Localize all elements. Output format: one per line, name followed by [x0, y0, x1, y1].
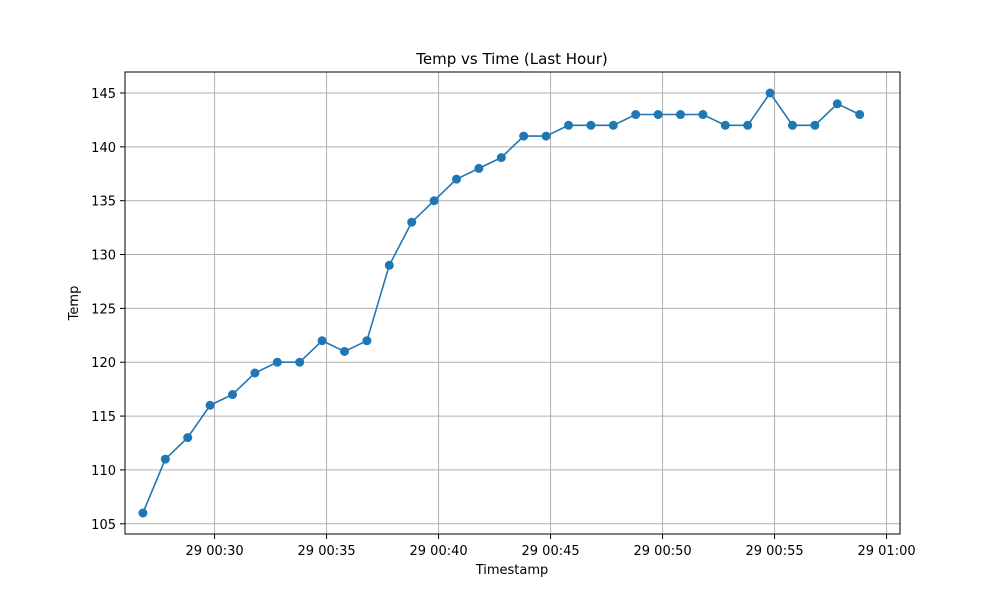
y-tick-label: 145 [91, 87, 116, 102]
data-point [183, 433, 193, 443]
data-point [608, 120, 618, 130]
data-point [362, 336, 372, 346]
x-tick-label: 29 00:45 [522, 544, 580, 559]
data-point [452, 174, 462, 184]
data-point [743, 120, 753, 130]
data-point [228, 390, 238, 400]
data-point [653, 110, 663, 120]
chart-title: Temp vs Time (Last Hour) [415, 50, 608, 68]
data-point [429, 196, 439, 206]
y-tick-label: 140 [91, 141, 116, 156]
data-point [519, 131, 529, 141]
data-point [832, 99, 842, 109]
data-point [205, 400, 215, 410]
x-tick-label: 29 00:55 [745, 544, 803, 559]
data-point [250, 368, 260, 378]
y-tick-label: 135 [91, 195, 116, 210]
data-point [407, 217, 417, 227]
data-point [160, 454, 170, 464]
data-point [787, 120, 797, 130]
x-tick-label: 29 00:30 [186, 544, 244, 559]
data-point [720, 120, 730, 130]
x-tick-label: 29 00:50 [634, 544, 692, 559]
axis-ticks: 29 00:30 29 00:35 29 00:40 29 00:45 29 00:50… [91, 87, 915, 559]
data-point [138, 508, 148, 518]
data-point [541, 131, 551, 141]
data-point [496, 153, 506, 163]
data-point [698, 110, 708, 120]
y-tick-label: 105 [91, 518, 116, 533]
data-point [384, 260, 394, 270]
data-point [675, 110, 685, 120]
data-point [765, 88, 775, 98]
data-point [855, 110, 865, 120]
x-tick-label: 29 00:35 [298, 544, 356, 559]
y-tick-label: 125 [91, 302, 116, 317]
y-tick-label: 110 [91, 464, 116, 479]
x-tick-label: 29 00:40 [410, 544, 468, 559]
data-series [138, 88, 865, 518]
data-point [272, 357, 282, 367]
data-point [810, 120, 820, 130]
plot-frame [124, 71, 901, 535]
y-axis-label: Temp [67, 286, 82, 322]
y-tick-label: 130 [91, 249, 116, 264]
x-axis-label: Timestamp [475, 563, 549, 578]
data-point [631, 110, 641, 120]
x-tick-label: 29 01:00 [857, 544, 915, 559]
data-point [474, 163, 484, 173]
data-point [340, 346, 350, 356]
data-point [563, 120, 573, 130]
y-tick-label: 120 [91, 356, 116, 371]
data-point [317, 336, 327, 346]
grid-lines [125, 72, 900, 534]
data-point [586, 120, 596, 130]
data-point [295, 357, 305, 367]
y-tick-label: 115 [91, 410, 116, 425]
